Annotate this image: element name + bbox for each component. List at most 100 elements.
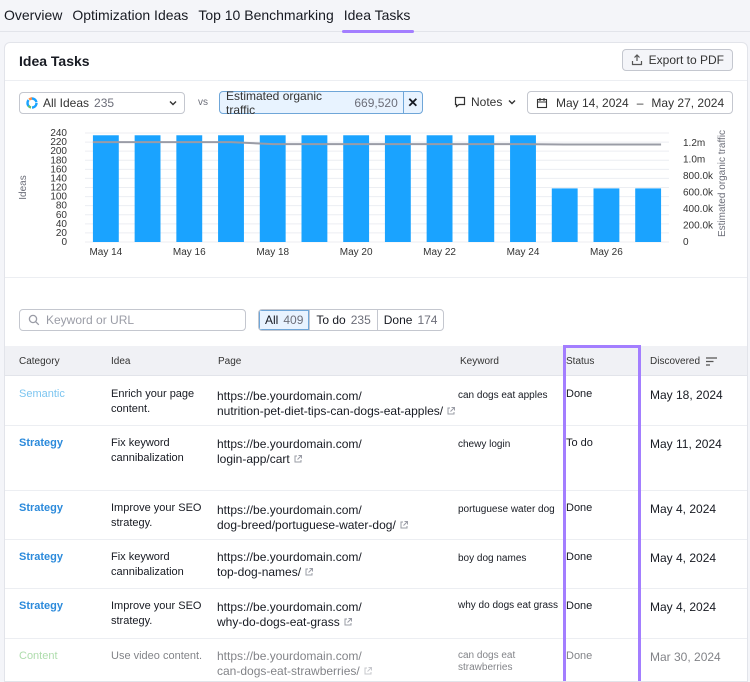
segment-label: Done — [383, 313, 413, 327]
idea-text: Improve your SEO strategy. — [111, 600, 202, 627]
export-pdf-button[interactable]: Export to PDF — [621, 49, 733, 71]
page-url[interactable]: https://be.yourdomain.com/ can-dogs-eat-… — [217, 649, 457, 679]
page-url-line2[interactable]: top-dog-names/ — [217, 565, 302, 579]
tab-optimization-ideas[interactable]: Optimization Ideas — [72, 7, 189, 23]
segment-label: All — [265, 313, 279, 327]
category-link[interactable]: Strategy — [19, 502, 64, 514]
y-tick-label: 0 — [61, 237, 67, 248]
idea-text: Use video content. — [111, 650, 203, 662]
table-row: Semantic Enrich your page content. https… — [5, 377, 747, 426]
y2-tick-label: 400.0k — [683, 204, 714, 215]
y-tick-label: 140 — [50, 173, 67, 184]
discovered-date: Mar 30, 2024 — [650, 650, 721, 664]
chart-bar — [343, 135, 370, 242]
chart-line — [92, 141, 662, 146]
page-url[interactable]: https://be.yourdomain.com/ dog-breed/por… — [217, 503, 457, 533]
header-category[interactable]: Category — [19, 356, 60, 367]
category-link[interactable]: Strategy — [19, 437, 64, 449]
page-url-line2[interactable]: can-dogs-eat-strawberries/ — [217, 664, 360, 678]
external-link-icon[interactable] — [304, 567, 314, 577]
y2-tick-label: 1.0m — [683, 154, 705, 165]
chart-bar — [384, 135, 411, 242]
header-status[interactable]: Status — [566, 356, 595, 367]
header-idea[interactable]: Idea — [111, 356, 131, 367]
page-url-line1[interactable]: https://be.yourdomain.com/ — [217, 437, 362, 451]
tab-idea-tasks[interactable]: Idea Tasks — [340, 0, 417, 33]
y2-tick-label: 1.2m — [683, 138, 705, 149]
page-url[interactable]: https://be.yourdomain.com/ top-dog-names… — [217, 550, 457, 580]
notes-dropdown[interactable]: Notes — [454, 95, 517, 109]
page-url-line1[interactable]: https://be.yourdomain.com/ — [217, 649, 362, 663]
table-row: Strategy Fix keyword cannibalization htt… — [5, 426, 747, 491]
chart-bar — [426, 135, 453, 242]
chart-bar — [218, 135, 244, 242]
tab-overview[interactable]: Overview — [4, 7, 63, 23]
category-link[interactable]: Semantic — [19, 388, 65, 400]
header-page[interactable]: Page — [218, 356, 242, 367]
page-url-line2[interactable]: dog-breed/portuguese-water-dog/ — [217, 518, 396, 532]
page-url-line1[interactable]: https://be.yourdomain.com/ — [217, 600, 362, 614]
metric-value: 669,520 — [354, 95, 398, 110]
y-tick-label: 120 — [50, 183, 67, 194]
external-link-icon[interactable] — [363, 666, 373, 676]
page-url-line2[interactable]: why-do-dogs-eat-grass — [217, 615, 340, 629]
status-text: Done — [566, 502, 593, 514]
keyword-text: boy dog names — [458, 553, 527, 564]
segment-done[interactable]: Done 174 — [376, 310, 444, 330]
calendar-icon — [536, 97, 548, 108]
page-url[interactable]: https://be.yourdomain.com/ why-do-dogs-e… — [217, 600, 457, 630]
discovered-date: May 18, 2024 — [650, 388, 723, 402]
header-discovered[interactable]: Discovered — [650, 356, 718, 367]
y2-tick-label: 600.0k — [683, 187, 714, 198]
external-link-icon[interactable] — [446, 406, 456, 416]
segment-count: 409 — [283, 313, 304, 327]
page-url[interactable]: https://be.yourdomain.com/ login-app/car… — [217, 437, 457, 467]
discovered-date: May 4, 2024 — [650, 600, 717, 614]
metric-compare-select[interactable]: Estimated organic traffic 669,520 ✕ — [219, 89, 423, 117]
keyword-text: can dogs eat strawberries — [458, 650, 516, 673]
page-url-line1[interactable]: https://be.yourdomain.com/ — [217, 389, 362, 403]
sort-icon[interactable] — [706, 357, 718, 366]
status-segmented-control: All 409 To do 235 Done 174 — [258, 309, 445, 331]
x-tick-label: May 20 — [340, 247, 373, 258]
external-link-icon[interactable] — [293, 454, 303, 464]
header-keyword[interactable]: Keyword — [460, 356, 499, 367]
idea-text: Enrich your page content. — [111, 388, 195, 415]
table-row: Strategy Improve your SEO strategy. http… — [5, 589, 747, 639]
x-tick-label: May 24 — [507, 247, 540, 258]
keyword-text: portuguese water dog — [458, 504, 555, 515]
page-url-line1[interactable]: https://be.yourdomain.com/ — [217, 550, 362, 564]
idea-text: Improve your SEO strategy. — [111, 502, 202, 529]
search-icon — [28, 314, 40, 326]
top-nav: Overview Optimization Ideas Top 10 Bench… — [0, 0, 750, 33]
category-link[interactable]: Content — [19, 650, 58, 662]
page-url-line2[interactable]: login-app/cart — [217, 452, 290, 466]
clear-metric-icon[interactable]: ✕ — [402, 92, 422, 113]
date-start: May 14, 2024 — [556, 95, 629, 110]
x-tick-label: May 26 — [590, 247, 623, 258]
tab-top-10-benchmarking[interactable]: Top 10 Benchmarking — [198, 7, 334, 23]
external-link-icon[interactable] — [343, 617, 353, 627]
segment-label: To do — [316, 313, 346, 327]
ideas-filter-select[interactable]: All Ideas 235 — [19, 92, 185, 114]
panel-title: Idea Tasks — [19, 53, 90, 69]
idea-tasks-panel: Idea Tasks Export to PDF All Ideas 235 v… — [4, 42, 748, 682]
search-input[interactable] — [46, 313, 236, 327]
page-url-line2[interactable]: nutrition-pet-diet-tips-can-dogs-eat-app… — [217, 404, 444, 418]
chevron-down-icon — [169, 101, 177, 106]
idea-text: Fix keyword cannibalization — [111, 437, 184, 464]
segment-all[interactable]: All 409 — [259, 310, 310, 330]
category-link[interactable]: Strategy — [19, 600, 64, 612]
date-range-picker[interactable]: May 14, 2024 – May 27, 2024 — [527, 91, 733, 114]
external-link-icon[interactable] — [399, 520, 409, 530]
category-link[interactable]: Strategy — [19, 551, 64, 563]
y-tick-label: 200 — [50, 146, 67, 157]
keyword-text: can dogs eat apples — [458, 390, 548, 401]
segment-todo[interactable]: To do 235 — [309, 310, 376, 330]
page-url-line1[interactable]: https://be.yourdomain.com/ — [217, 503, 362, 517]
keyword-search[interactable] — [19, 309, 246, 331]
y-tick-label: 180 — [50, 155, 67, 166]
chart-bar — [134, 135, 161, 242]
status-text: To do — [566, 437, 593, 449]
page-url[interactable]: https://be.yourdomain.com/ nutrition-pet… — [217, 389, 457, 419]
